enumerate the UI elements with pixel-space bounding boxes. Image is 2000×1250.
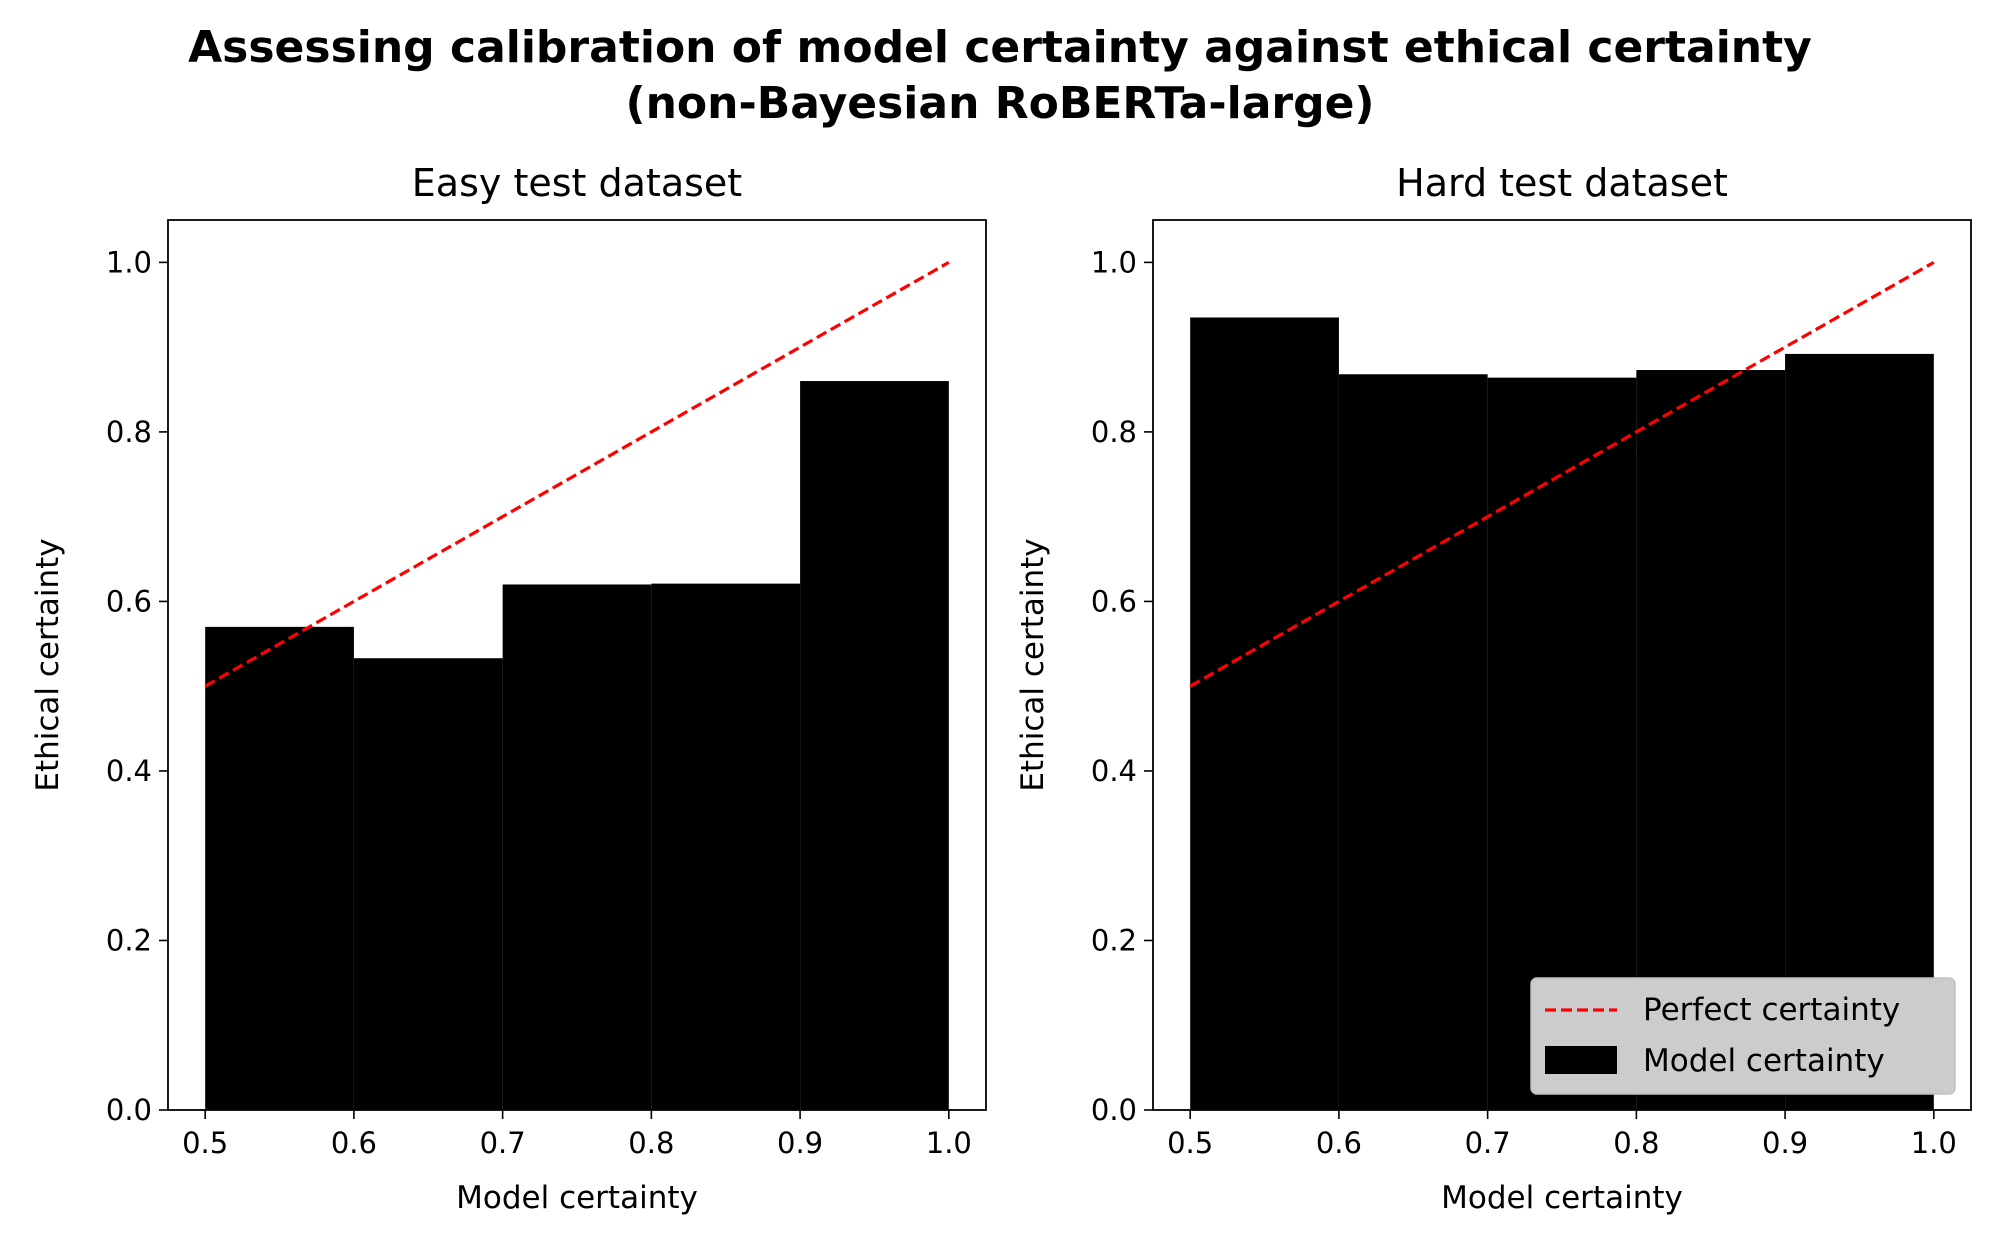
y-tick-label: 0.6 bbox=[1091, 584, 1137, 618]
x-axis-label: Model certainty bbox=[456, 1180, 698, 1216]
perfect-certainty-line bbox=[204, 260, 950, 688]
x-tick-label: 0.5 bbox=[182, 1126, 228, 1160]
y-tick-label: 0.2 bbox=[106, 923, 152, 957]
x-tick-label: 0.9 bbox=[777, 1126, 823, 1160]
x-tick-label: 0.6 bbox=[331, 1126, 377, 1160]
legend-label-model-certainty: Model certainty bbox=[1643, 1043, 1885, 1079]
axes-frame bbox=[167, 219, 987, 1111]
x-tick-label: 1.0 bbox=[926, 1126, 972, 1160]
y-axis-label: Ethical certainty bbox=[30, 538, 66, 791]
y-tick-label: 1.0 bbox=[106, 245, 152, 279]
y-tick-label: 0.4 bbox=[1091, 754, 1137, 788]
bar-3 bbox=[502, 584, 652, 1110]
x-tick-label: 0.7 bbox=[1465, 1126, 1511, 1160]
axes-frame bbox=[1152, 219, 1972, 1111]
chart-panel-hard: 0.5 0.6 0.7 0.8 0.9 1.0 0.0 0.2 0.4 0.6 0.8 1.0 Hard… bbox=[1015, 161, 1972, 1216]
x-tick-label: 0.8 bbox=[1613, 1126, 1659, 1160]
x-tick-label: 1.0 bbox=[1911, 1126, 1957, 1160]
y-tick-label: 0.2 bbox=[1091, 923, 1137, 957]
y-tick-label: 0.0 bbox=[1091, 1093, 1137, 1127]
legend-label-perfect-certainty: Perfect certainty bbox=[1643, 992, 1900, 1028]
chart-panel-easy: 0.5 0.6 0.7 0.8 0.9 1.0 0.0 0.2 0.4 0.6 0.8 1.0 Easy… bbox=[30, 161, 987, 1216]
y-tick-label: 0.4 bbox=[106, 754, 152, 788]
y-tick-label: 0.8 bbox=[1091, 415, 1137, 449]
legend-box bbox=[1530, 977, 1956, 1095]
x-tick-label: 0.5 bbox=[1167, 1126, 1213, 1160]
subplot-title: Easy test dataset bbox=[412, 161, 742, 205]
bar-2 bbox=[353, 658, 503, 1110]
figure-title-line1: Assessing calibration of model certainty… bbox=[188, 22, 1812, 73]
subplot-title: Hard test dataset bbox=[1396, 161, 1728, 205]
x-tick-label: 0.8 bbox=[628, 1126, 674, 1160]
legend: Perfect certainty Model certainty bbox=[1530, 977, 1956, 1095]
y-tick-label: 0.8 bbox=[106, 415, 152, 449]
y-tick-label: 1.0 bbox=[1091, 245, 1137, 279]
x-tick-label: 0.9 bbox=[1762, 1126, 1808, 1160]
x-tick-label: 0.7 bbox=[480, 1126, 526, 1160]
y-axis-label: Ethical certainty bbox=[1015, 538, 1051, 791]
bar-2 bbox=[1338, 374, 1488, 1110]
x-axis-label: Model certainty bbox=[1441, 1180, 1683, 1216]
figure-title-line2: (non-Bayesian RoBERTa-large) bbox=[625, 78, 1375, 129]
bar-1 bbox=[205, 626, 354, 1110]
bar-1 bbox=[1190, 317, 1339, 1110]
bar-5 bbox=[800, 381, 949, 1110]
bar-4 bbox=[651, 583, 801, 1110]
y-tick-label: 0.6 bbox=[106, 584, 152, 618]
y-tick-label: 0.0 bbox=[106, 1093, 152, 1127]
x-tick-label: 0.6 bbox=[1316, 1126, 1362, 1160]
legend-bar-swatch bbox=[1545, 1046, 1617, 1074]
perfect-certainty-line bbox=[1189, 260, 1935, 688]
